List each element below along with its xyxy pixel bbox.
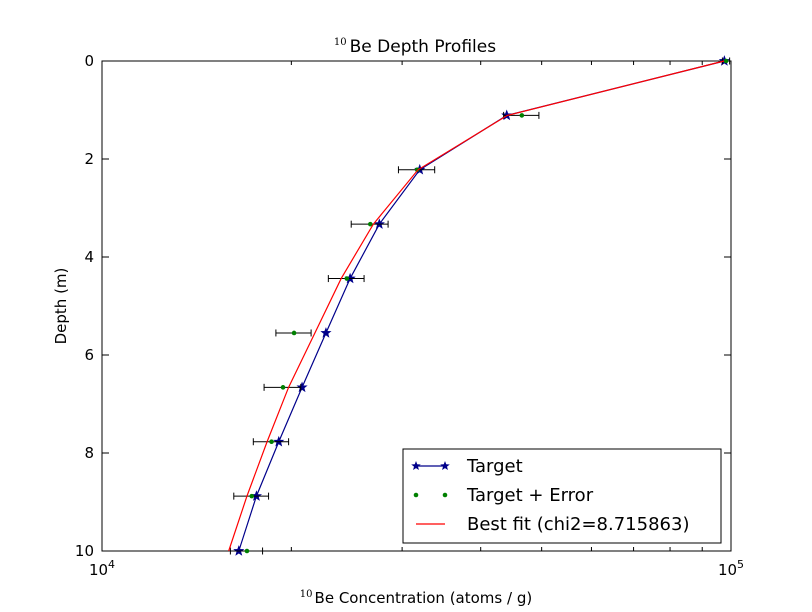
target-error-dot [269,439,274,445]
legend-entry: Target + Error [413,485,594,506]
y-tick-label: 8 [84,444,94,462]
y-tick-label: 0 [84,52,94,70]
legend-star-marker [411,461,421,471]
target-error-dot [414,167,420,173]
y-tick-label: 10 [75,542,94,560]
y-axis-ticks: 0 2 4 6 8 10 [75,52,731,560]
target-error-dot [244,548,250,554]
x-tick-label-base: 10 [718,561,737,579]
legend-star-marker [440,461,450,471]
x-axis-label-text: Be Concentration (atoms / g) [315,589,533,607]
legend-entry: Target [411,456,523,477]
y-tick-label: 4 [84,248,94,266]
target-error-dot [291,330,297,336]
target-error-dot [723,58,729,64]
chart-title-text: Be Depth Profiles [350,37,497,57]
chart-title: 10 Be Depth Profiles [334,37,496,57]
x-axis-label: 10 Be Concentration (atoms / g) [300,589,532,607]
target-error-dot [344,276,350,281]
legend-label: Best fit (chi2=8.715863) [467,514,689,535]
series-1 [229,57,731,555]
y-tick-label: 6 [84,346,94,364]
target-star-marker [296,381,308,393]
legend-entry: Best fit (chi2=8.715863) [416,514,689,535]
legend-label: Target [466,456,523,477]
legend-dot-marker [413,492,419,498]
plot-frame [101,60,732,552]
x-tick-label: 104 [89,558,115,579]
series-layer [228,55,731,556]
legend-dot-marker [442,492,448,498]
x-axis-ticks: 104 105 [89,61,744,579]
y-tick-label: 2 [84,150,94,168]
x-tick-label-exp: 5 [737,558,744,571]
chart-title-sup: 10 [334,37,347,48]
x-tick-label: 105 [718,558,744,579]
legend-label: Target + Error [466,485,594,506]
target-error-dot [249,493,255,499]
target-error-dot [519,113,525,118]
legend-box [402,448,722,544]
target-error-dot [367,221,373,227]
legend: Target Target + Error Best fit (chi2=8.715… [402,448,722,544]
target-error-dot [280,385,286,390]
y-axis-label: Depth (m) [52,268,70,345]
target-star-marker [320,327,332,338]
legend-items: Target Target + Error Best fit (chi2=8.715… [411,456,689,535]
x-tick-label-exp: 4 [108,558,115,571]
x-axis-label-sup: 10 [300,589,313,600]
x-tick-label-base: 10 [89,561,108,579]
series-line [228,60,725,552]
series-2 [228,60,725,552]
